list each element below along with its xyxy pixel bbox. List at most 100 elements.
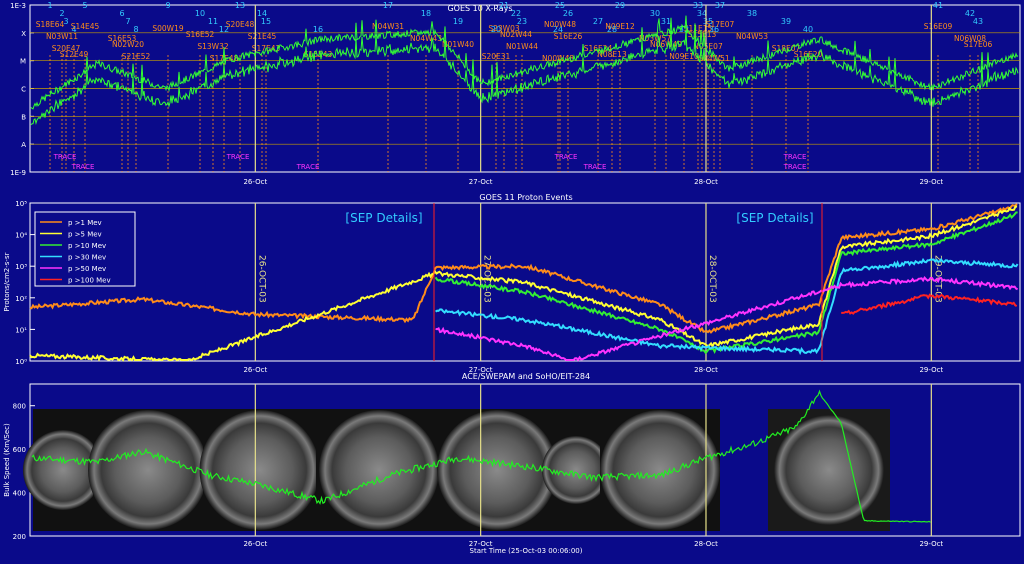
event-number: 30 — [650, 9, 660, 18]
proton-y-label: Protons/cm2-s-sr — [3, 252, 11, 311]
event-number: 35 — [703, 17, 713, 26]
eit-sun-disk — [437, 410, 557, 530]
event-location: N08E13 — [597, 50, 627, 59]
xray-flux-line-short — [30, 30, 1019, 126]
event-number: 4 — [71, 25, 76, 34]
event-location: N06W49 — [650, 40, 682, 49]
event-number: 29 — [615, 1, 625, 10]
xray-flux-line — [30, 15, 1019, 110]
sep-details-link-2[interactable]: [SEP Details] — [736, 211, 813, 225]
event-location: S04W51 — [698, 54, 729, 63]
trace-label: TRACE — [296, 163, 320, 171]
xray-y-tick-label: 1E-3 — [10, 2, 26, 10]
eit-sun-disk — [88, 410, 208, 530]
xray-y-tick-label: M — [20, 58, 26, 66]
speed-y-tick-label: 600 — [13, 446, 26, 454]
event-number: 41 — [933, 1, 943, 10]
proton-day-label: 26-OCT-03 — [256, 255, 266, 303]
bulk-speed-line — [31, 389, 931, 523]
trace-label: TRACE — [783, 153, 807, 161]
eit-sun-disk — [542, 436, 610, 504]
event-location: N04W53 — [736, 32, 768, 41]
event-number: 17 — [383, 1, 393, 10]
speed-y-tick-label: 800 — [13, 403, 26, 411]
event-location: S17E48 — [210, 54, 239, 63]
xray-x-tick-label: 28-Oct — [694, 178, 718, 186]
solarwind-title: ACE/SWEPAM and SoHO/EIT-284 — [462, 372, 590, 381]
event-location: S17E06 — [964, 40, 993, 49]
event-number: 9 — [165, 1, 170, 10]
xray-y-tick-label: A — [21, 141, 26, 149]
event-location: S21E52 — [122, 52, 151, 61]
event-number: 28 — [607, 25, 617, 34]
trace-label: TRACE — [53, 153, 77, 161]
event-location: S16E26 — [554, 32, 583, 41]
legend-label: p >30 Mev — [68, 254, 106, 262]
proton-y-tick-label: 10¹ — [15, 326, 27, 334]
proton-x-axis: 26-Oct 27-Oct 28-Oct 29-Oct — [243, 366, 943, 374]
event-location: N00W48 — [542, 54, 574, 63]
event-location: S12E49 — [60, 50, 89, 59]
event-location: S20E31 — [482, 52, 511, 61]
xray-day-lines — [254, 5, 932, 172]
proton-y-tick-label: 10⁴ — [15, 232, 27, 240]
speed-x-tick-label: 28-Oct — [694, 540, 718, 548]
legend-label: p >1 Mev — [68, 219, 102, 227]
eit-image-strip — [23, 409, 890, 531]
xray-y-tick-label: X — [21, 30, 26, 38]
proton-series-line — [435, 276, 1019, 362]
event-location: S23W03 — [488, 24, 519, 33]
proton-legend: p >1 Mev p >5 Mev p >10 Mev p >30 Mev p >50 … — [40, 219, 111, 285]
trace-label: TRACE — [554, 153, 578, 161]
eit-sun-disk — [23, 430, 103, 510]
speed-y-tick-label: 200 — [13, 533, 26, 541]
event-number: 12 — [219, 25, 229, 34]
eit-sun-disk — [319, 410, 439, 530]
legend-label: p >10 Mev — [68, 242, 106, 250]
eit-sun-disk-last — [774, 415, 884, 525]
xray-y-tick-label: C — [21, 86, 26, 94]
legend-label: p >5 Mev — [68, 231, 102, 239]
event-number: 5 — [82, 1, 87, 10]
event-number: 31 — [661, 17, 671, 26]
event-location: S11E15 — [684, 24, 713, 33]
event-location: N06W08 — [954, 34, 986, 43]
event-number: 25 — [555, 1, 565, 10]
event-location: S15E43 — [304, 50, 333, 59]
proton-series-line — [435, 257, 1019, 356]
event-location: N01W44 — [506, 42, 538, 51]
event-location: N02W20 — [112, 40, 144, 49]
proton-frame — [29, 202, 1021, 362]
event-number: 6 — [119, 9, 124, 18]
solarwind-panel: ACE/SWEPAM and SoHO/EIT-284 Bulk Speed (… — [3, 372, 1021, 555]
event-location: S15E13 — [688, 30, 717, 39]
event-location: S18E64 — [36, 20, 65, 29]
event-number: 7 — [125, 17, 130, 26]
event-location: N03W11 — [46, 32, 78, 41]
event-number: 34 — [697, 9, 707, 18]
proton-x-tick-label: 27-Oct — [469, 366, 493, 374]
proton-y-tick-label: 10³ — [15, 263, 27, 271]
xray-title: GOES 10 X-Rays — [447, 4, 512, 13]
event-location: S17E07 — [706, 20, 735, 29]
event-number: 1 — [47, 1, 52, 10]
proton-x-tick-label: 29-Oct — [919, 366, 943, 374]
sep-details-link-1[interactable]: [SEP Details] — [345, 211, 422, 225]
event-location: N09E10 — [669, 52, 699, 61]
event-number: 14 — [257, 9, 267, 18]
trace-label: TRACE — [583, 163, 607, 171]
event-location: N01W40 — [442, 40, 474, 49]
event-location: N03W57 — [639, 34, 671, 43]
event-number: 38 — [747, 9, 757, 18]
solarwind-day-lines — [254, 384, 932, 536]
event-location: N00W48 — [544, 20, 576, 29]
trace-markers: TRACE TRACE TRACE TRACE TRACE TRACE TRACE TRACE — [53, 153, 807, 171]
event-number: 39 — [781, 17, 791, 26]
xray-y-tick-label: 1E-9 — [10, 169, 26, 177]
speed-x-tick-label: 29-Oct — [919, 540, 943, 548]
event-location: N05E07 — [693, 42, 723, 51]
event-number: 15 — [261, 17, 271, 26]
proton-y-tick-label: 10⁵ — [15, 200, 27, 208]
proton-series-line — [29, 205, 1018, 362]
event-location: S16E24 — [584, 44, 613, 53]
